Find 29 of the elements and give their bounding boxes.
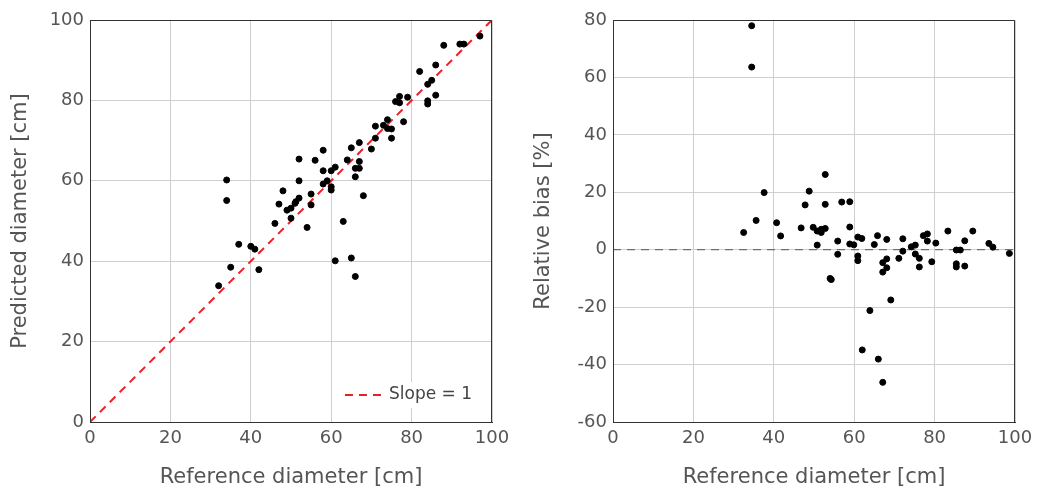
x-tick-label: 40 (762, 426, 786, 448)
y-tick-label: 40 (61, 248, 84, 270)
y-tick-label: 0 (72, 409, 84, 431)
y-tick-label: 100 (49, 7, 84, 29)
y-tick-label: -60 (577, 409, 607, 431)
y-tick-label: 20 (584, 179, 607, 201)
y-tick-label: -20 (577, 294, 607, 316)
y-tick-label: 0 (595, 237, 607, 259)
y-tick-label: 80 (584, 7, 607, 29)
legend-label: Slope = 1 (388, 383, 473, 404)
x-tick-label: 20 (158, 426, 182, 448)
x-axis-title: Reference diameter [cm] (682, 463, 946, 488)
y-tick-label: 40 (584, 122, 607, 144)
y-axis-title: Relative bias [%] (530, 132, 555, 310)
y-tick-label: 60 (61, 168, 84, 190)
x-tick-label: 80 (400, 426, 424, 448)
y-axis-title: Predicted diameter [cm] (7, 93, 32, 349)
y-tick-label: 80 (61, 88, 84, 110)
x-tick-label: 100 (474, 426, 510, 448)
x-axis-title: Reference diameter [cm] (159, 463, 423, 488)
x-tick-label: 60 (319, 426, 343, 448)
x-tick-label: 60 (842, 426, 866, 448)
y-tick-label: 60 (584, 65, 607, 87)
y-tick-label: 20 (61, 329, 84, 351)
x-tick-label: 20 (681, 426, 705, 448)
y-tick-label: -40 (577, 352, 607, 374)
x-tick-label: 40 (239, 426, 263, 448)
x-tick-label: 100 (997, 426, 1033, 448)
x-tick-label: 80 (923, 426, 947, 448)
